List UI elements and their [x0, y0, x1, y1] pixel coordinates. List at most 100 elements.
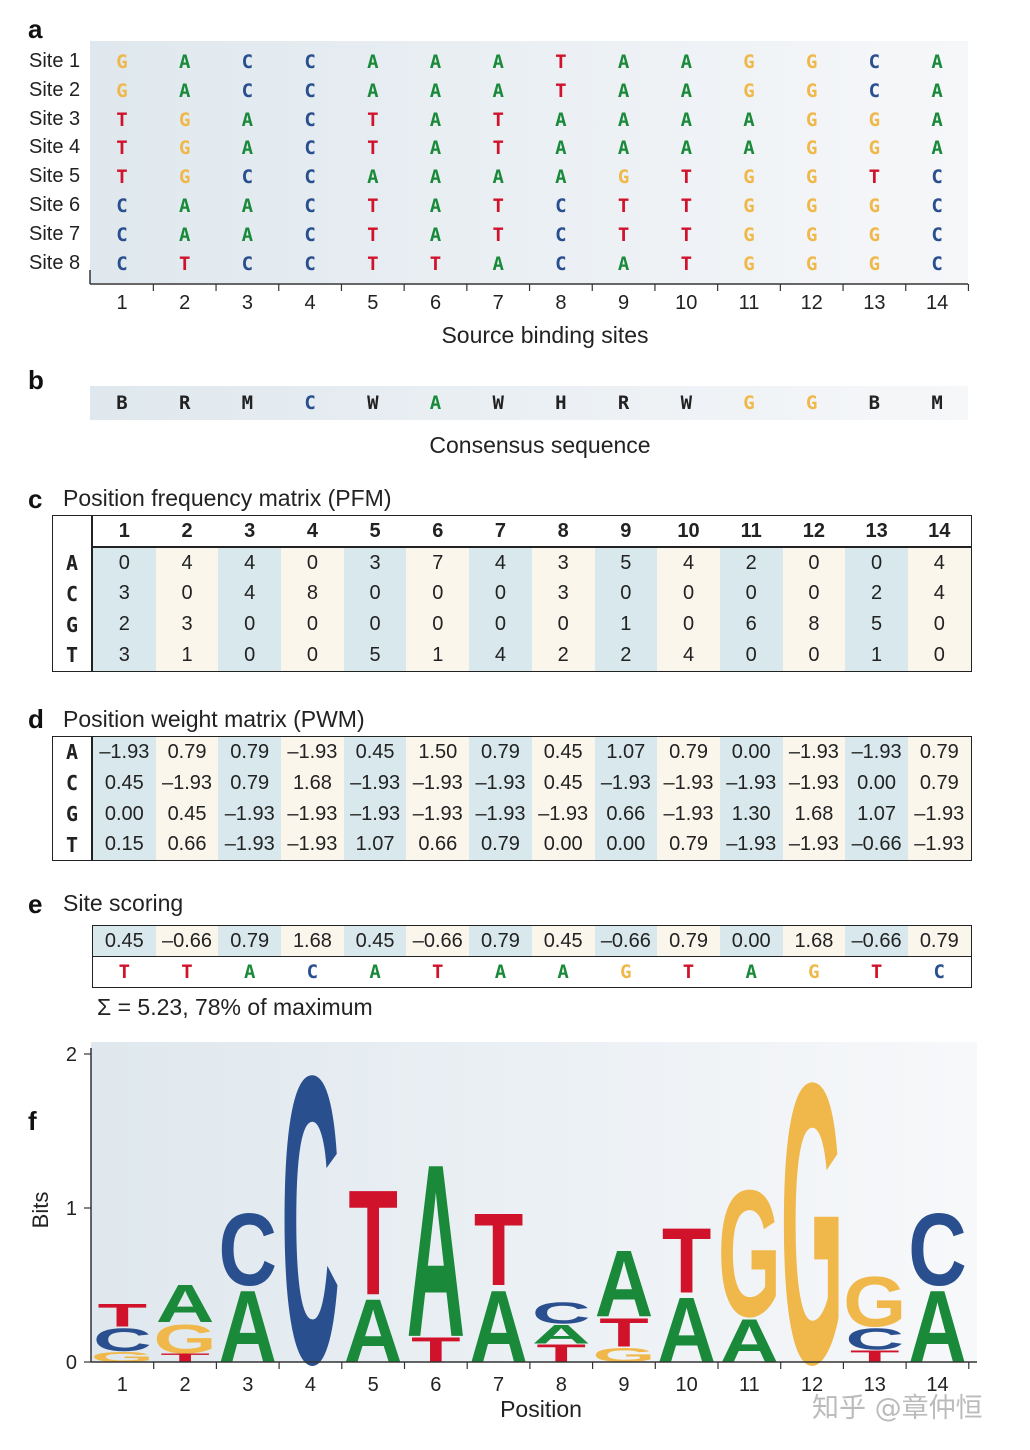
- logo-letter: T: [348, 1159, 397, 1327]
- logo-letter: A: [908, 1269, 966, 1384]
- logo-x-tick-label: 2: [179, 1374, 190, 1396]
- panel-a-tick-label: 4: [305, 292, 316, 314]
- pwm-cell: 1.07: [845, 798, 908, 830]
- pwm-cell: –1.93: [657, 798, 720, 830]
- scored-site-base: A: [243, 961, 256, 983]
- table-row-header: C: [52, 578, 93, 609]
- site-base: A: [429, 137, 442, 160]
- site-label: Site 8: [29, 251, 81, 274]
- pwm-cell: 0.79: [907, 736, 972, 768]
- site-label: Site 7: [29, 222, 81, 245]
- pwm-cell: 0.79: [218, 767, 282, 799]
- site-base: C: [116, 252, 128, 275]
- logo-x-tick-label: 11: [739, 1374, 760, 1396]
- site-base: A: [680, 108, 693, 131]
- site-base: C: [304, 137, 316, 160]
- consensus-base: H: [555, 392, 567, 414]
- logo-letter: A: [156, 1274, 214, 1334]
- scored-site-base: A: [494, 961, 507, 983]
- site-base: G: [178, 108, 191, 131]
- panel-c-title: Position frequency matrix (PFM): [63, 485, 392, 511]
- site-base: G: [116, 51, 128, 73]
- pwm-cell: 0.45: [92, 767, 156, 799]
- pfm-cell: 1: [594, 609, 658, 640]
- table-corner: [52, 515, 93, 547]
- site-base: C: [116, 223, 128, 246]
- site-base: G: [617, 166, 630, 189]
- pwm-cell: –1.93: [281, 736, 344, 768]
- site-base: G: [743, 223, 755, 246]
- logo-x-tick-label: 7: [493, 1374, 504, 1396]
- site-base: T: [367, 108, 379, 131]
- scored-site-base: C: [306, 961, 319, 983]
- site-label: Site 5: [29, 165, 81, 188]
- logo-y-label: Bits: [28, 1192, 53, 1229]
- scored-site-base: T: [682, 961, 695, 983]
- site-base: A: [931, 137, 943, 160]
- score-cell: 0.79: [469, 925, 532, 957]
- site-base: A: [178, 223, 191, 246]
- score-cell: –0.66: [406, 925, 470, 957]
- site-base: T: [680, 195, 693, 217]
- pfm-cell: 0: [657, 578, 720, 609]
- scored-site-base: A: [369, 961, 381, 983]
- pfm-cell: 4: [907, 578, 972, 609]
- consensus-base: A: [429, 392, 442, 414]
- pfm-cell: 2: [594, 640, 658, 671]
- logo-letter: C: [281, 1030, 339, 1430]
- site-label: Site 2: [29, 78, 81, 101]
- logo-letter: T: [98, 1297, 148, 1334]
- pfm-cell: 8: [782, 609, 846, 640]
- scored-site-base: A: [745, 961, 757, 983]
- consensus-base: B: [116, 392, 128, 414]
- pwm-cell: –1.93: [218, 829, 282, 861]
- site-base: G: [178, 137, 191, 160]
- pwm-cell: 0.00: [531, 829, 595, 861]
- pwm-cell: 0.66: [155, 829, 219, 861]
- site-base: T: [555, 79, 567, 102]
- panel-a-axis: 1 2 3 4 5 6 7 8 9 10 11 12 13 14: [89, 270, 970, 314]
- site-base: C: [304, 108, 316, 131]
- pfm-cell: 0: [218, 609, 282, 640]
- table-col-header: 12: [782, 515, 846, 548]
- pfm-cell: 5: [594, 547, 658, 578]
- site-base: C: [116, 195, 128, 217]
- consensus-background: [90, 386, 968, 420]
- table-col-header: 10: [657, 515, 720, 548]
- pwm-cell: –1.93: [92, 736, 156, 768]
- pfm-cell: 3: [343, 547, 407, 578]
- site-base: C: [304, 252, 316, 275]
- panel-b-title: Consensus sequence: [429, 432, 651, 458]
- pfm-cell: 3: [92, 640, 156, 671]
- logo-x-tick-label: 13: [864, 1374, 886, 1396]
- logo-letter: C: [908, 1192, 966, 1307]
- logo-x-tick-label: 1: [117, 1374, 128, 1396]
- site-base: A: [429, 195, 442, 217]
- pfm-cell: 0: [594, 578, 658, 609]
- site-base: C: [304, 79, 316, 102]
- site-base: T: [617, 223, 630, 246]
- site-base: T: [492, 137, 504, 160]
- table-col-header: 11: [719, 515, 783, 548]
- site-base: G: [743, 79, 755, 102]
- logo-letter: A: [532, 1319, 590, 1349]
- site-base: T: [116, 108, 128, 131]
- pwm-cell: 0.79: [657, 829, 720, 861]
- site-base: A: [241, 108, 254, 131]
- logo-letter: C: [219, 1192, 277, 1307]
- site-base: C: [241, 51, 254, 73]
- score-sum-text: Σ = 5.23, 78% of maximum: [97, 994, 373, 1020]
- pwm-cell: 0.66: [594, 798, 658, 830]
- panel-a-tick-label: 1: [116, 292, 127, 314]
- site-base: A: [555, 137, 567, 160]
- site-base: T: [680, 223, 693, 246]
- site-base: A: [555, 108, 567, 131]
- site-base: T: [116, 166, 128, 189]
- site-base: A: [931, 51, 943, 73]
- pfm-cell: 4: [155, 547, 219, 578]
- logo-x-tick-label: 10: [676, 1374, 698, 1396]
- site-base: T: [617, 195, 630, 217]
- consensus-base: G: [805, 392, 818, 414]
- logo-letter: A: [407, 1113, 465, 1388]
